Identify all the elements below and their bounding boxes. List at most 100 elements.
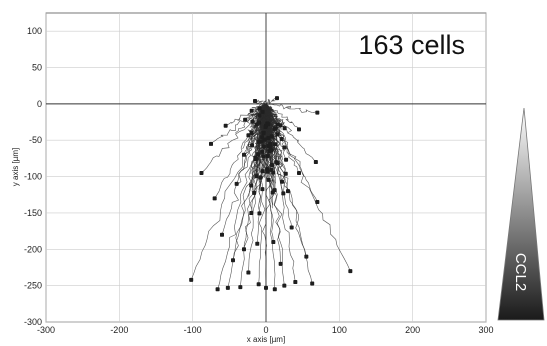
track-end-marker [260,135,265,140]
track-end-marker [282,126,287,131]
track-end-marker [199,170,204,175]
track-end-marker [261,130,266,135]
track-end-marker [265,154,270,159]
track-end-marker [272,287,277,292]
track-end-marker [282,145,287,150]
track-end-marker [257,106,262,111]
track-end-marker [283,171,288,176]
track-end-marker [254,174,259,179]
track-end-marker [315,110,320,115]
cell-count-annotation: 163 cells [358,30,465,60]
y-tick-label: 50 [32,63,42,73]
track-end-marker [282,283,287,288]
track-end-marker [278,123,283,128]
track-end-marker [238,285,243,290]
track-end-marker [242,247,246,252]
track-end-markers [189,96,353,292]
track-end-marker [275,96,279,101]
track-end-marker [310,281,315,286]
cell-track [254,99,267,105]
track-end-marker [223,123,228,128]
y-axis-label: y axis [µm] [11,148,20,186]
track-end-marker [265,169,270,174]
track-end-marker [274,160,279,165]
x-tick-labels: -300 -200 -100 0 100 200 300 [37,325,494,335]
track-end-marker [269,162,274,167]
track-end-marker [293,280,298,285]
track-end-marker [273,142,278,147]
track-end-marker [260,187,265,192]
cell-track [265,103,318,114]
track-end-marker [270,190,275,195]
track-end-marker [273,126,278,131]
track-end-marker [220,232,224,237]
track-end-marker [249,210,254,215]
track-end-marker [275,132,280,137]
y-tick-label: -50 [29,135,42,145]
track-end-marker [313,160,318,165]
track-end-marker [289,225,294,230]
track-end-marker [266,122,271,127]
track-end-marker [249,130,254,135]
x-tick-label: -300 [37,325,55,335]
track-end-marker [279,179,284,184]
ccl2-gradient-wedge [497,107,545,321]
x-tick-label: 200 [405,325,420,335]
x-tick-label: -200 [110,325,128,335]
cell-track [265,103,287,174]
track-end-marker [252,190,257,195]
track-end-marker [249,183,254,188]
track-end-marker [271,170,276,175]
track-end-marker [249,108,254,113]
track-end-marker [266,135,271,140]
track-end-marker [348,269,353,274]
track-end-marker [215,287,220,292]
track-end-marker [250,143,255,148]
track-end-marker [256,282,261,287]
y-tick-label: 100 [27,26,42,36]
y-tick-label: -100 [24,172,42,182]
track-end-marker [315,200,320,205]
x-tick-label: 300 [478,325,493,335]
track-end-marker [266,177,271,182]
track-end-marker [242,152,246,157]
x-tick-label: 0 [263,325,268,335]
track-end-marker [266,143,271,148]
track-end-marker [260,109,265,114]
x-tick-label: 100 [332,325,347,335]
track-end-marker [304,254,309,259]
y-tick-labels: 100 50 0 -50 -100 -150 -200 -250 -300 [24,26,42,327]
track-end-marker [261,154,266,159]
track-end-marker [263,125,268,130]
track-end-marker [281,191,286,196]
track-end-marker [261,144,266,149]
track-end-marker [225,285,230,290]
track-end-marker [279,136,284,141]
x-axis-label: x axis [µm] [247,335,285,344]
track-end-marker [297,127,301,132]
x-tick-label: -100 [184,325,202,335]
track-end-marker [271,240,276,245]
track-end-marker [257,113,262,118]
track-end-marker [231,258,235,263]
track-end-marker [255,241,260,246]
cell-track [256,103,267,177]
track-end-marker [264,285,268,290]
y-tick-label: 0 [37,99,42,109]
track-end-marker [284,157,289,162]
track-end-marker [278,261,283,266]
track-end-marker [246,270,251,275]
y-tick-label: -150 [24,208,42,218]
cell-track [251,103,267,112]
track-end-marker [234,181,239,186]
track-end-marker [209,141,213,146]
track-end-marker [256,152,261,157]
y-tick-label: -250 [24,281,42,291]
y-tick-label: -200 [24,244,42,254]
track-end-marker [260,149,265,154]
y-tick-label: -300 [24,317,42,327]
track-end-marker [260,169,265,174]
track-end-marker [253,155,258,160]
track-end-marker [250,119,255,124]
